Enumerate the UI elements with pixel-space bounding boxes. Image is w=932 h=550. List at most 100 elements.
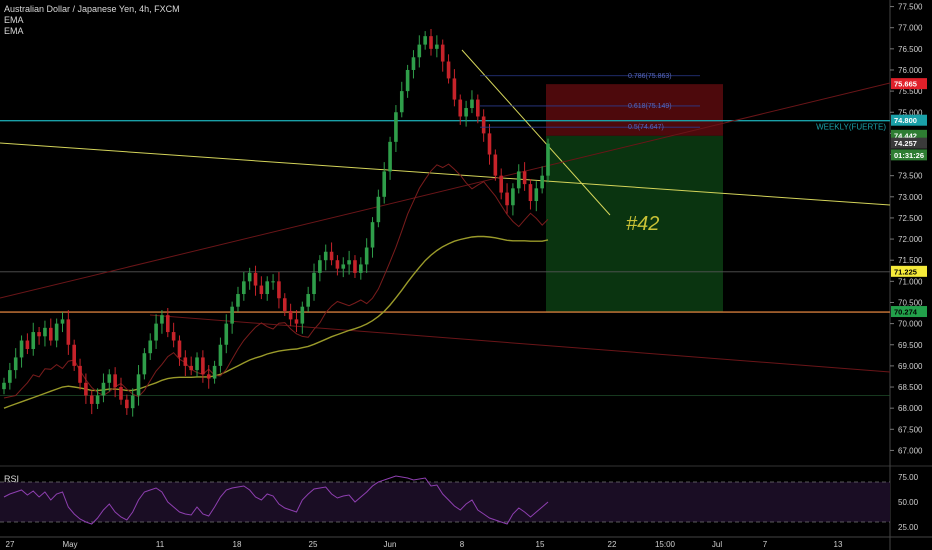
y-tick-label-5: 69.500: [898, 341, 923, 350]
candle-body-41: [242, 281, 246, 295]
rsi-title[interactable]: RSI: [4, 474, 20, 484]
candle-body-67: [394, 112, 398, 142]
candle-body-14: [84, 382, 88, 396]
x-tick-label-8: 22: [608, 540, 617, 549]
y-tick-label-10: 72.000: [898, 235, 923, 244]
candle-body-56: [329, 251, 334, 261]
candle-body-82: [481, 116, 486, 134]
y-tick-label-20: 77.000: [898, 24, 923, 33]
candle-body-20: [119, 387, 123, 400]
candle-body-34: [201, 357, 205, 375]
candle-body-83: [487, 133, 492, 155]
ema-fast-line: [3, 163, 549, 399]
indicator-ema-2[interactable]: EMA: [4, 26, 24, 36]
candle-body-49: [288, 310, 293, 320]
price-tag-bg-5: [891, 265, 927, 277]
candle-body-21: [125, 399, 129, 409]
candle-body-58: [341, 264, 346, 269]
candle-body-80: [470, 99, 474, 109]
candle-body-59: [347, 260, 351, 265]
candle-body-29: [171, 332, 176, 341]
candle-body-93: [546, 143, 550, 176]
symbol-title: Australian Dollar / Japanese Yen, 4h, FX…: [4, 4, 180, 14]
x-tick-label-1: May: [62, 540, 77, 549]
rsi-tick-label-0: 25.00: [898, 523, 919, 532]
y-tick-label-3: 68.500: [898, 383, 923, 392]
candle-body-8: [48, 327, 53, 341]
candle-body-38: [224, 323, 229, 345]
candle-body-43: [253, 272, 258, 286]
y-tick-label-11: 72.500: [898, 214, 923, 223]
x-tick-label-12: 13: [834, 540, 843, 549]
y-tick-label-12: 73.000: [898, 193, 923, 202]
fib-label-2: 0.5(74.647): [628, 124, 664, 131]
candle-body-75: [440, 44, 445, 62]
x-tick-label-9: 15:00: [655, 540, 676, 549]
chart-legend: Australian Dollar / Japanese Yen, 4h, FX…: [4, 4, 180, 37]
x-tick-label-5: Jun: [384, 540, 397, 549]
y-tick-label-2: 68.000: [898, 404, 923, 413]
y-tick-label-6: 70.000: [898, 320, 923, 329]
candle-body-45: [265, 281, 270, 295]
x-tick-label-4: 25: [309, 540, 318, 549]
x-tick-label-7: 15: [536, 540, 545, 549]
candle-body-17: [101, 382, 106, 396]
candle-body-69: [405, 69, 410, 92]
candle-body-52: [306, 294, 310, 307]
candle-body-84: [493, 154, 498, 176]
candle-body-77: [452, 78, 457, 100]
position-zones: [546, 84, 723, 313]
candle-body-1: [8, 370, 12, 383]
candle-body-87: [511, 188, 515, 206]
candle-body-12: [72, 344, 76, 366]
candle-body-62: [364, 247, 369, 265]
ema-layer: [3, 163, 549, 409]
candle-body-7: [43, 327, 47, 337]
annotation-label: #42: [626, 213, 659, 235]
candle-body-71: [417, 44, 422, 58]
y-tick-label-9: 71.500: [898, 256, 923, 265]
candle-body-2: [13, 357, 18, 371]
candle-body-36: [212, 365, 217, 379]
rsi-pane: 25.00 50.00 75.00: [0, 473, 919, 532]
candle-body-74: [435, 44, 439, 49]
candle-body-42: [247, 272, 252, 282]
candle-body-81: [476, 99, 480, 117]
x-tick-label-11: 7: [763, 540, 768, 549]
candle-body-48: [282, 298, 287, 311]
y-tick-label-0: 67.000: [898, 446, 923, 455]
price-tag-bg-2: [891, 129, 927, 141]
candle-body-16: [95, 395, 100, 404]
candle-body-23: [136, 374, 141, 396]
price-tag-3: 74.257: [894, 139, 917, 148]
price-tag-4: 01:31:26: [894, 151, 924, 160]
candle-body-46: [271, 281, 275, 283]
fibonacci-layer: 0.786(75.863) 0.618(75.149) 0.5(74.647): [480, 73, 700, 131]
candle-body-54: [318, 260, 322, 273]
candle-body-89: [522, 171, 527, 185]
candle-body-66: [388, 141, 392, 172]
candle-body-6: [37, 332, 41, 337]
price-tag-1: 74.800: [894, 116, 917, 125]
indicator-ema-1[interactable]: EMA: [4, 15, 24, 25]
price-axis: 67.000 67.500 68.000 68.500 69.000 69.500 70.0…: [890, 3, 923, 455]
price-tag-bg-0: [891, 78, 927, 90]
candle-body-30: [177, 340, 182, 358]
candle-body-63: [370, 222, 375, 248]
candle-body-11: [66, 319, 71, 345]
candle-body-79: [464, 108, 468, 117]
candle-body-70: [411, 57, 416, 70]
price-tag-bg-3: [891, 137, 927, 149]
candle-body-0: [2, 382, 6, 390]
candle-body-64: [376, 196, 381, 223]
y-tick-label-7: 70.500: [898, 298, 923, 307]
y-tick-label-21: 77.500: [898, 3, 923, 12]
candle-body-3: [19, 340, 24, 358]
y-tick-label-19: 76.500: [898, 45, 923, 54]
candle-body-18: [107, 374, 112, 383]
candle-body-90: [528, 184, 533, 202]
candle-body-86: [505, 192, 509, 206]
